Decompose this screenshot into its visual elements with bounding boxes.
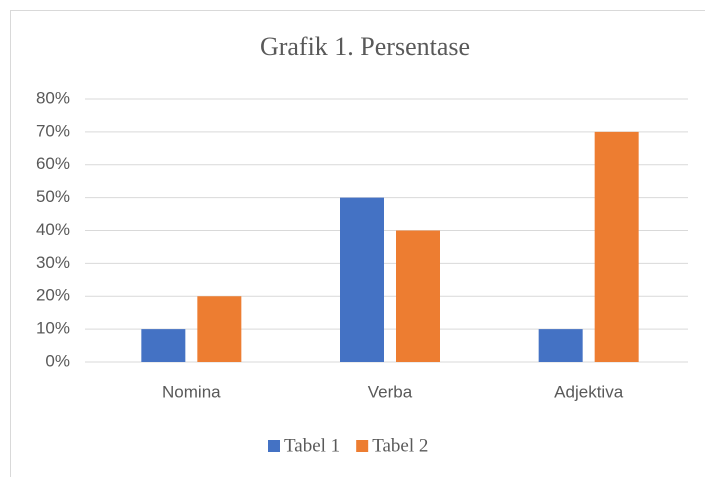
y-tick-label: 80%: [36, 88, 70, 107]
x-tick-label: Verba: [368, 382, 413, 401]
bar: [141, 329, 186, 362]
y-tick-label: 30%: [36, 253, 70, 272]
y-tick-label: 0%: [45, 351, 70, 370]
x-tick-label: Adjektiva: [554, 382, 624, 401]
x-tick-label: Nomina: [162, 382, 221, 401]
chart-title: Grafik 1. Persentase: [260, 32, 470, 61]
bar: [538, 329, 583, 362]
legend-swatch: [268, 440, 280, 452]
bar: [594, 131, 639, 362]
legend-label: Tabel 2: [372, 435, 428, 456]
legend-label: Tabel 1: [284, 435, 340, 456]
bar: [340, 197, 384, 362]
y-tick-label: 20%: [36, 286, 70, 305]
bar: [197, 296, 242, 362]
y-tick-label: 50%: [36, 187, 70, 206]
y-tick-label: 60%: [36, 154, 70, 173]
y-tick-label: 70%: [36, 121, 70, 140]
y-tick-label: 10%: [36, 319, 70, 338]
y-tick-label: 40%: [36, 220, 70, 239]
legend-swatch: [356, 440, 369, 452]
bar: [396, 230, 440, 362]
